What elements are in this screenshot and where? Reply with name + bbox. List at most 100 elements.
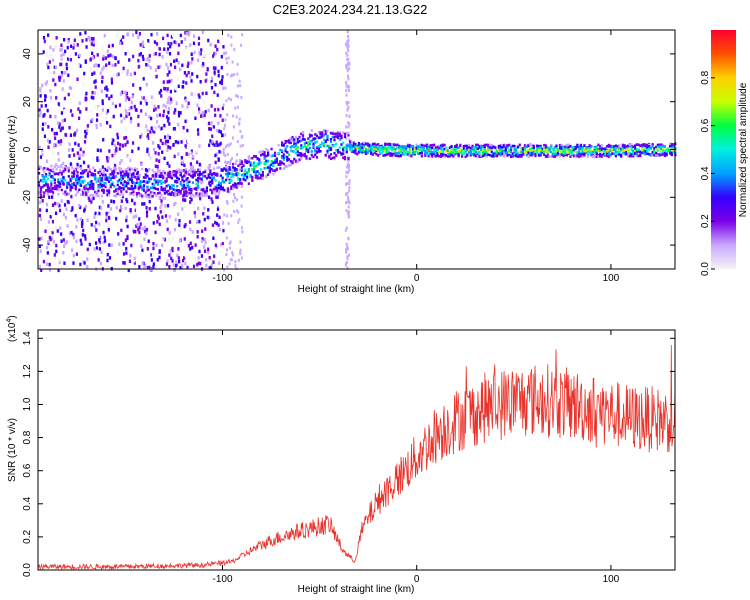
heatmap-cell — [182, 183, 186, 188]
heatmap-cell — [443, 154, 446, 157]
heatmap-cell — [111, 141, 114, 146]
heatmap-cell — [128, 107, 131, 111]
heatmap-cell — [103, 235, 106, 240]
heatmap-cell — [195, 171, 198, 174]
heatmap-cell — [100, 89, 103, 94]
heatmap-cell — [628, 144, 631, 147]
heatmap-cell — [280, 149, 284, 152]
heatmap-cell — [632, 153, 635, 157]
heatmap-cell — [261, 173, 264, 176]
heatmap-cell — [663, 154, 666, 158]
heatmap-cell — [639, 144, 642, 147]
heatmap-cell — [211, 72, 214, 76]
heatmap-cell — [275, 158, 278, 162]
heatmap-cell — [368, 144, 371, 147]
heatmap-cell — [47, 125, 50, 129]
heatmap-cell — [347, 34, 350, 38]
heatmap-cell — [94, 85, 97, 89]
heatmap-cell — [193, 170, 197, 174]
heatmap-cell — [651, 153, 654, 157]
heatmap-cell — [485, 153, 488, 156]
heatmap-cell — [45, 224, 48, 229]
heatmap-cell — [392, 147, 396, 150]
heatmap-cell — [513, 148, 516, 151]
heatmap-cell — [155, 175, 158, 178]
heatmap-cell — [202, 100, 206, 104]
heatmap-cell — [230, 35, 233, 39]
heatmap-cell — [217, 223, 220, 227]
heatmap-cell — [345, 175, 348, 179]
heatmap-cell — [150, 32, 153, 37]
heatmap-cell — [57, 165, 60, 168]
heatmap-cell — [399, 150, 403, 153]
heatmap-cell — [158, 222, 161, 227]
heatmap-cell — [163, 191, 167, 195]
heatmap-cell — [196, 149, 199, 153]
heatmap-cell — [52, 240, 55, 244]
heatmap-cell — [48, 235, 51, 240]
heatmap-cell — [481, 152, 485, 155]
heatmap-cell — [266, 166, 270, 169]
heatmap-cell — [76, 218, 79, 222]
heatmap-cell — [110, 77, 113, 81]
heatmap-cell — [193, 174, 196, 177]
heatmap-cell — [272, 154, 275, 157]
heatmap-cell — [660, 143, 663, 147]
heatmap-cell — [190, 191, 193, 195]
heatmap-cell — [196, 128, 200, 132]
heatmap-cell — [403, 149, 406, 152]
heatmap-cell — [234, 162, 237, 166]
heatmap-cell — [51, 230, 54, 235]
heatmap-cell — [137, 191, 140, 195]
heatmap-cell — [194, 101, 197, 106]
snr-y-tick-label: 0.0 — [22, 563, 33, 577]
heatmap-cell — [95, 228, 98, 232]
heatmap-cell — [172, 127, 176, 131]
heatmap-cell — [440, 146, 443, 149]
snr-y-tick-label: 0.8 — [22, 430, 33, 444]
heatmap-cell — [228, 180, 231, 183]
heatmap-cell — [202, 211, 205, 216]
heatmap-cell — [177, 43, 181, 47]
heatmap-cell — [450, 152, 453, 156]
heatmap-cell — [189, 75, 192, 79]
heatmap-cell — [132, 168, 135, 172]
heatmap-cell — [220, 78, 224, 83]
heatmap-cell — [54, 143, 57, 148]
heatmap-cell — [144, 225, 147, 230]
heatmap-cell — [148, 180, 151, 183]
heatmap-cell — [77, 153, 81, 158]
heatmap-cell — [501, 148, 504, 152]
heatmap-cell — [237, 172, 240, 175]
heatmap-cell — [471, 152, 474, 156]
heatmap-cell — [247, 160, 250, 164]
heatmap-cell — [118, 242, 121, 246]
heatmap-cell — [217, 121, 220, 126]
heatmap-cell — [368, 145, 371, 149]
heatmap-cell — [239, 161, 242, 164]
heatmap-cell — [576, 144, 579, 147]
heatmap-cell — [43, 170, 46, 174]
heatmap-cell — [46, 177, 49, 180]
heatmap-cell — [145, 210, 149, 214]
heatmap-cell — [340, 153, 343, 156]
heatmap-cell — [293, 145, 296, 149]
heatmap-cell — [101, 99, 104, 103]
heatmap-x-tick-label: 100 — [603, 273, 620, 284]
heatmap-cell — [280, 156, 284, 159]
heatmap-cell — [324, 129, 327, 133]
heatmap-cell — [190, 52, 193, 56]
heatmap-cell — [94, 241, 98, 245]
heatmap-cell — [188, 191, 191, 195]
heatmap-cell — [229, 159, 232, 163]
heatmap-cell — [433, 148, 436, 151]
heatmap-cell — [460, 155, 464, 158]
heatmap-cell — [197, 168, 200, 173]
heatmap-cell — [149, 191, 153, 194]
heatmap-cell — [476, 143, 479, 147]
heatmap-cell — [459, 148, 462, 152]
heatmap-cell — [581, 155, 584, 158]
heatmap-cell — [192, 41, 196, 46]
heatmap-cell — [184, 186, 188, 190]
heatmap-cell — [474, 143, 478, 147]
